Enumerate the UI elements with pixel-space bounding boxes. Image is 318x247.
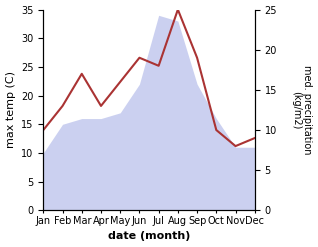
Y-axis label: med. precipitation
(kg/m2): med. precipitation (kg/m2) <box>291 65 313 155</box>
X-axis label: date (month): date (month) <box>108 231 190 242</box>
Y-axis label: max temp (C): max temp (C) <box>5 71 16 148</box>
